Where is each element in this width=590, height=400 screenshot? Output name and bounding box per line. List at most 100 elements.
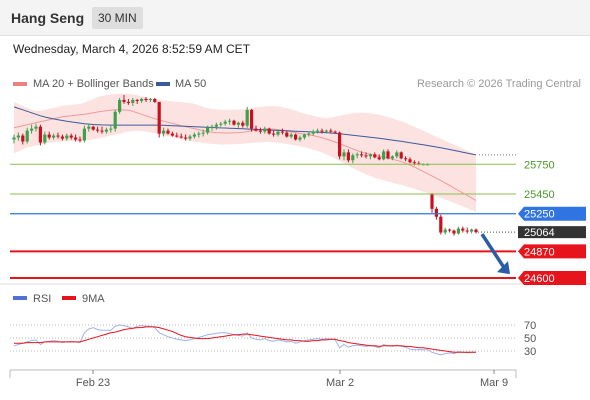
rsi-tick-label: 50 [524,333,536,345]
candle-body [153,98,157,102]
candle-body [16,135,20,138]
ma20-line [13,109,477,201]
candle-body [100,130,104,132]
candle-body [342,152,346,157]
candle-body [412,162,416,164]
candle-body [65,135,69,139]
legend-label-rsi-ma: 9MA [82,293,105,305]
timeframe-badge[interactable]: 30 MIN [92,7,143,29]
candle-body [377,157,381,160]
candle-body [228,120,232,122]
candle-body [170,133,174,136]
candles [12,95,478,236]
candle-body [465,230,469,232]
candle-body [126,101,130,103]
candle-body [346,152,350,161]
candle-body [162,130,166,134]
chart-header: Hang Seng 30 MIN [0,0,590,36]
candle-body [329,130,333,132]
candle-body [82,128,86,141]
attribution: Research © 2026 Trading Central [417,78,581,90]
candle-body [192,134,196,137]
candle-body [470,229,474,232]
candle-body [201,132,205,134]
candle-body [386,151,390,159]
legend-label-ma50: MA 50 [175,78,206,90]
candle-body [56,135,60,137]
candle-body [276,131,280,135]
candle-body [448,229,452,231]
candle-body [43,134,47,143]
bollinger-band [14,93,476,212]
candle-body [236,122,240,125]
candle-body [355,154,359,156]
price-label-support: 24870 [524,246,555,258]
candle-body [307,133,311,135]
candle-body [338,132,342,157]
candle-body [30,128,34,131]
candle-body [452,230,456,234]
candle-body [258,130,262,132]
candle-body [360,154,364,156]
candle-body [223,121,227,124]
forecast-arrow-head [497,261,510,275]
candle-body [118,99,122,112]
x-tick-label: Mar 9 [480,377,508,389]
candle-body [395,152,399,157]
candle-body [60,136,64,139]
candle-body [390,156,394,159]
candle-body [254,128,258,131]
candle-body [285,132,289,137]
candle-body [364,155,368,157]
candle-body [69,135,73,138]
candle-body [197,133,201,135]
candle-body [214,124,218,127]
price-label-resistance: 25750 [524,159,555,171]
candle-body [368,154,372,157]
candle-body [382,151,386,160]
candle-body [210,126,214,128]
candle-body [184,137,188,139]
candle-body [461,228,465,231]
candle-body [294,134,298,140]
price-label-support: 24600 [524,273,555,285]
candle-body [250,109,254,129]
forecast-arrow-shaft [480,233,507,271]
candle-body [280,131,284,133]
rsi-tick-label: 70 [524,320,536,332]
candle-body [263,128,267,132]
candle-body [78,139,82,141]
candle-body [373,154,377,158]
x-tick-label: Feb 23 [76,377,110,389]
rsi-ma-line [14,326,476,353]
candle-body [408,159,412,163]
candle-body [351,155,355,161]
candle-body [21,135,25,142]
candle-body [25,130,29,142]
candle-body [311,131,315,134]
candle-body [144,98,148,100]
candle-body [131,99,135,103]
candle-body [232,120,236,125]
price-label-bg-support [518,244,586,259]
candle-body [241,122,245,126]
rsi-line [13,324,476,356]
candle-body [148,98,152,100]
candle-body [404,158,408,160]
candle-body [320,130,324,132]
candle-body [474,229,478,233]
candle-body [272,133,276,135]
legend-label-rsi: RSI [33,293,51,305]
legend-swatch-rsi-ma [62,296,76,300]
x-tick-label: Mar 2 [326,377,354,389]
candle-body [302,134,306,138]
candle-body [439,216,443,233]
candle-body [289,134,293,137]
candle-body [122,99,126,102]
instrument-title: Hang Seng [11,10,85,26]
candle-body [316,130,320,132]
price-label-bg-last [518,226,586,239]
candle-body [179,136,183,138]
candle-body [298,137,302,140]
